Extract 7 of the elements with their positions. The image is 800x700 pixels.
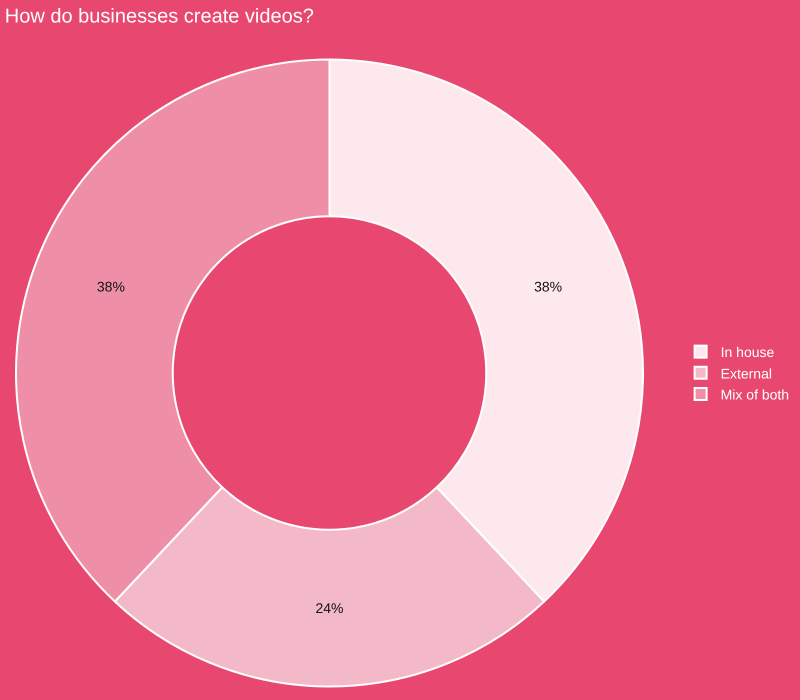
data-label: 38% (96, 278, 125, 294)
chart-title: How do businesses create videos? (4, 5, 314, 28)
data-label: 24% (315, 600, 344, 616)
legend-label: In house (720, 344, 775, 360)
legend-label: Mix of both (720, 386, 790, 402)
data-label: 38% (534, 278, 562, 294)
legend-label: External (720, 365, 772, 382)
